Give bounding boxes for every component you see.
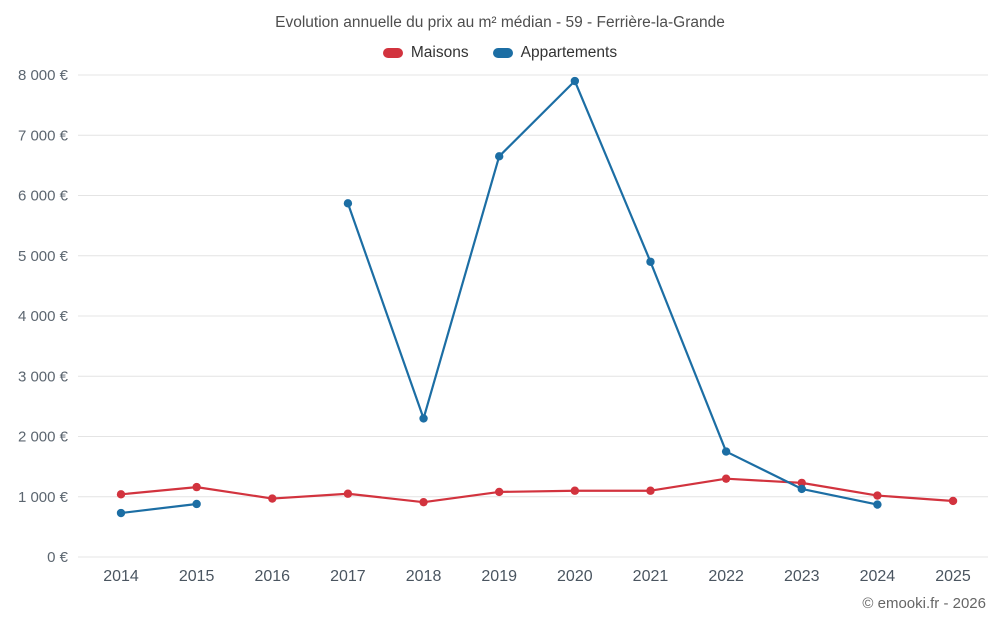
chart-title: Evolution annuelle du prix au m² médian …: [275, 14, 725, 31]
ytick-label: 6 000 €: [18, 188, 69, 205]
data-point[interactable]: [797, 484, 806, 494]
xtick-label: 2014: [103, 568, 139, 585]
data-point[interactable]: [116, 508, 126, 518]
legend-item-appartements[interactable]: Appartements: [492, 44, 618, 62]
copyright-footer: © emooki.fr - 2026: [862, 595, 986, 612]
xtick-label: 2015: [179, 568, 215, 585]
xtick-label: 2017: [330, 568, 366, 585]
legend-swatch-maisons: [382, 48, 403, 58]
xtick-label: 2023: [784, 568, 820, 585]
data-point[interactable]: [646, 486, 655, 495]
data-point[interactable]: [721, 447, 731, 456]
xtick-label: 2020: [557, 568, 593, 585]
data-point[interactable]: [192, 482, 201, 492]
data-point[interactable]: [268, 494, 277, 503]
xtick-label: 2025: [935, 568, 971, 585]
series-line-maisons: [119, 477, 955, 504]
data-point[interactable]: [873, 500, 882, 509]
data-point[interactable]: [116, 490, 126, 499]
xtick-label: 2016: [254, 568, 290, 585]
series-line-appartements: [119, 502, 198, 515]
ytick-label: 2 000 €: [18, 429, 69, 446]
legend: Maisons Appartements: [0, 44, 1000, 62]
legend-label-maisons: Maisons: [410, 44, 469, 61]
ytick-label: 4 000 €: [18, 308, 69, 325]
data-point[interactable]: [873, 491, 882, 500]
legend-swatch-appartements: [492, 48, 513, 58]
data-point[interactable]: [419, 497, 428, 507]
xtick-label: 2024: [860, 568, 896, 585]
data-point[interactable]: [495, 487, 504, 497]
ytick-label: 7 000 €: [18, 127, 69, 144]
ytick-label: 1 000 €: [18, 489, 69, 506]
ytick-label: 8 000 €: [18, 67, 69, 84]
series-line-appartements: [346, 79, 879, 506]
legend-item-maisons[interactable]: Maisons: [382, 44, 469, 62]
data-point[interactable]: [646, 257, 655, 266]
data-point[interactable]: [721, 474, 731, 483]
data-point[interactable]: [570, 76, 580, 86]
data-point[interactable]: [797, 478, 806, 488]
xtick-label: 2021: [633, 568, 669, 585]
ytick-label: 5 000 €: [18, 248, 69, 265]
data-point[interactable]: [343, 199, 353, 208]
data-point[interactable]: [419, 414, 428, 423]
ytick-label: 0 €: [47, 549, 69, 566]
data-point[interactable]: [343, 489, 353, 498]
data-point[interactable]: [948, 496, 958, 506]
legend-label-appartements: Appartements: [520, 44, 618, 61]
xtick-label: 2019: [481, 568, 517, 585]
data-point[interactable]: [495, 152, 504, 161]
ytick-label: 3 000 €: [18, 368, 69, 385]
xtick-label: 2018: [406, 568, 442, 585]
data-point[interactable]: [570, 486, 580, 495]
xtick-label: 2022: [708, 568, 744, 585]
data-point[interactable]: [192, 499, 201, 509]
